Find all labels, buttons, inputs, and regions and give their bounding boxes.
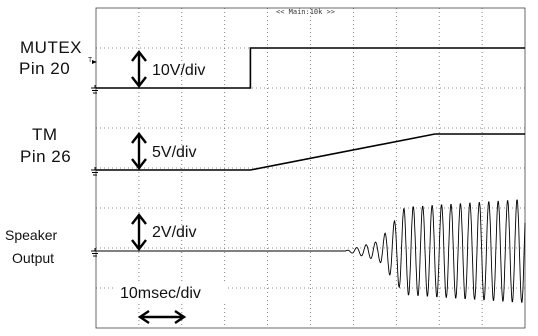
trace-layer: [96, 47, 526, 303]
channel1-scale: 10V/div: [152, 62, 205, 79]
channel1-name: MUTEX: [20, 38, 82, 57]
timebase-header-label: << Main:10k >>: [276, 8, 335, 16]
channel3-name: Speaker: [5, 227, 57, 243]
vertical-arrow-ch2: [131, 132, 147, 170]
ground-marker-ch2: [91, 167, 99, 176]
ground-marker-ch1: [91, 85, 99, 94]
ground-markers: T: [88, 56, 99, 257]
channel3-output: Output: [12, 250, 54, 266]
horizontal-arrow-timebase: [137, 310, 187, 324]
timebase-label-bg: [116, 281, 228, 303]
graticule-frame: [95, 7, 526, 329]
vertical-arrow-ch3: [131, 213, 147, 251]
vertical-arrow-ch1: [131, 50, 147, 88]
trace-tm: [96, 133, 525, 171]
ground-marker-ch3: [91, 248, 99, 257]
channel2-scale: 5V/div: [152, 144, 196, 161]
channel2-name: TM: [32, 125, 58, 144]
channel1-pin: Pin 20: [19, 59, 70, 78]
channel2-pin: Pin 26: [20, 147, 71, 166]
trace-mutex: [96, 47, 525, 89]
trigger-marker: T: [88, 56, 93, 64]
trigger-marker-arrow: [92, 60, 97, 64]
trace-speaker-output: [96, 199, 526, 303]
timebase-scale: 10msec/div: [120, 285, 201, 302]
channel3-scale: 2V/div: [152, 224, 196, 241]
graticule-grid: [96, 8, 525, 328]
